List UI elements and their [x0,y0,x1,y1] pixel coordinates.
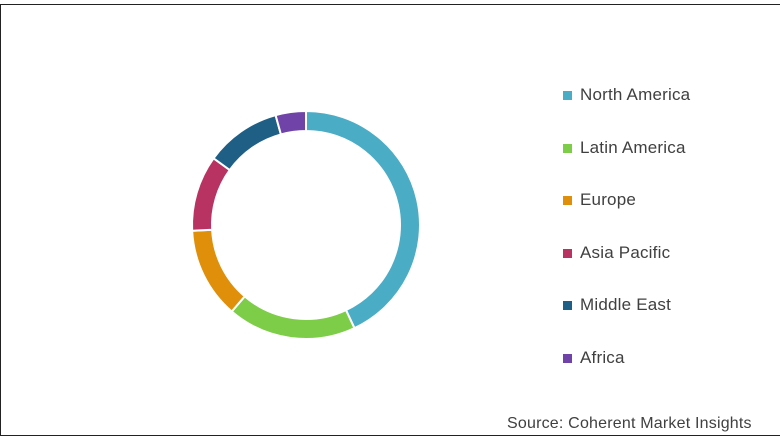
legend-label-africa: Africa [580,347,625,367]
donut-slice-asia-pacific [191,156,232,232]
legend-item-latin-america: Latin America [563,136,690,189]
legend-swatch-north-america [563,91,572,100]
legend-swatch-europe [563,196,572,206]
donut-slice-north-america [305,109,421,330]
legend-item-north-america: North America [563,83,690,136]
chart-legend: North America Latin America Europe Asia Pac… [563,83,690,399]
legend-swatch-middle-east [563,301,572,311]
legend-swatch-asia-pacific [563,248,572,258]
donut-slice-europe [191,228,247,313]
legend-item-africa: Africa [563,346,690,399]
legend-label-asia-pacific: Asia Pacific [580,242,671,262]
legend-label-europe: Europe [580,190,637,210]
legend-label-latin-america: Latin America [580,137,686,157]
donut-slice-middle-east [212,113,283,172]
legend-item-middle-east: Middle East [563,293,690,346]
source-note: Source: Coherent Market Insights [507,415,752,432]
donut-slice-africa [274,109,307,136]
legend-label-middle-east: Middle East [580,295,672,315]
legend-label-north-america: North America [580,85,691,104]
legend-item-europe: Europe [563,188,690,241]
legend-swatch-africa [563,353,572,363]
donut-slice-latin-america [230,294,356,340]
legend-swatch-latin-america [563,143,572,153]
legend-item-asia-pacific: Asia Pacific [563,241,690,294]
chart-frame: North America Latin America Europe Asia Pac… [0,4,780,436]
donut-chart [191,109,421,340]
